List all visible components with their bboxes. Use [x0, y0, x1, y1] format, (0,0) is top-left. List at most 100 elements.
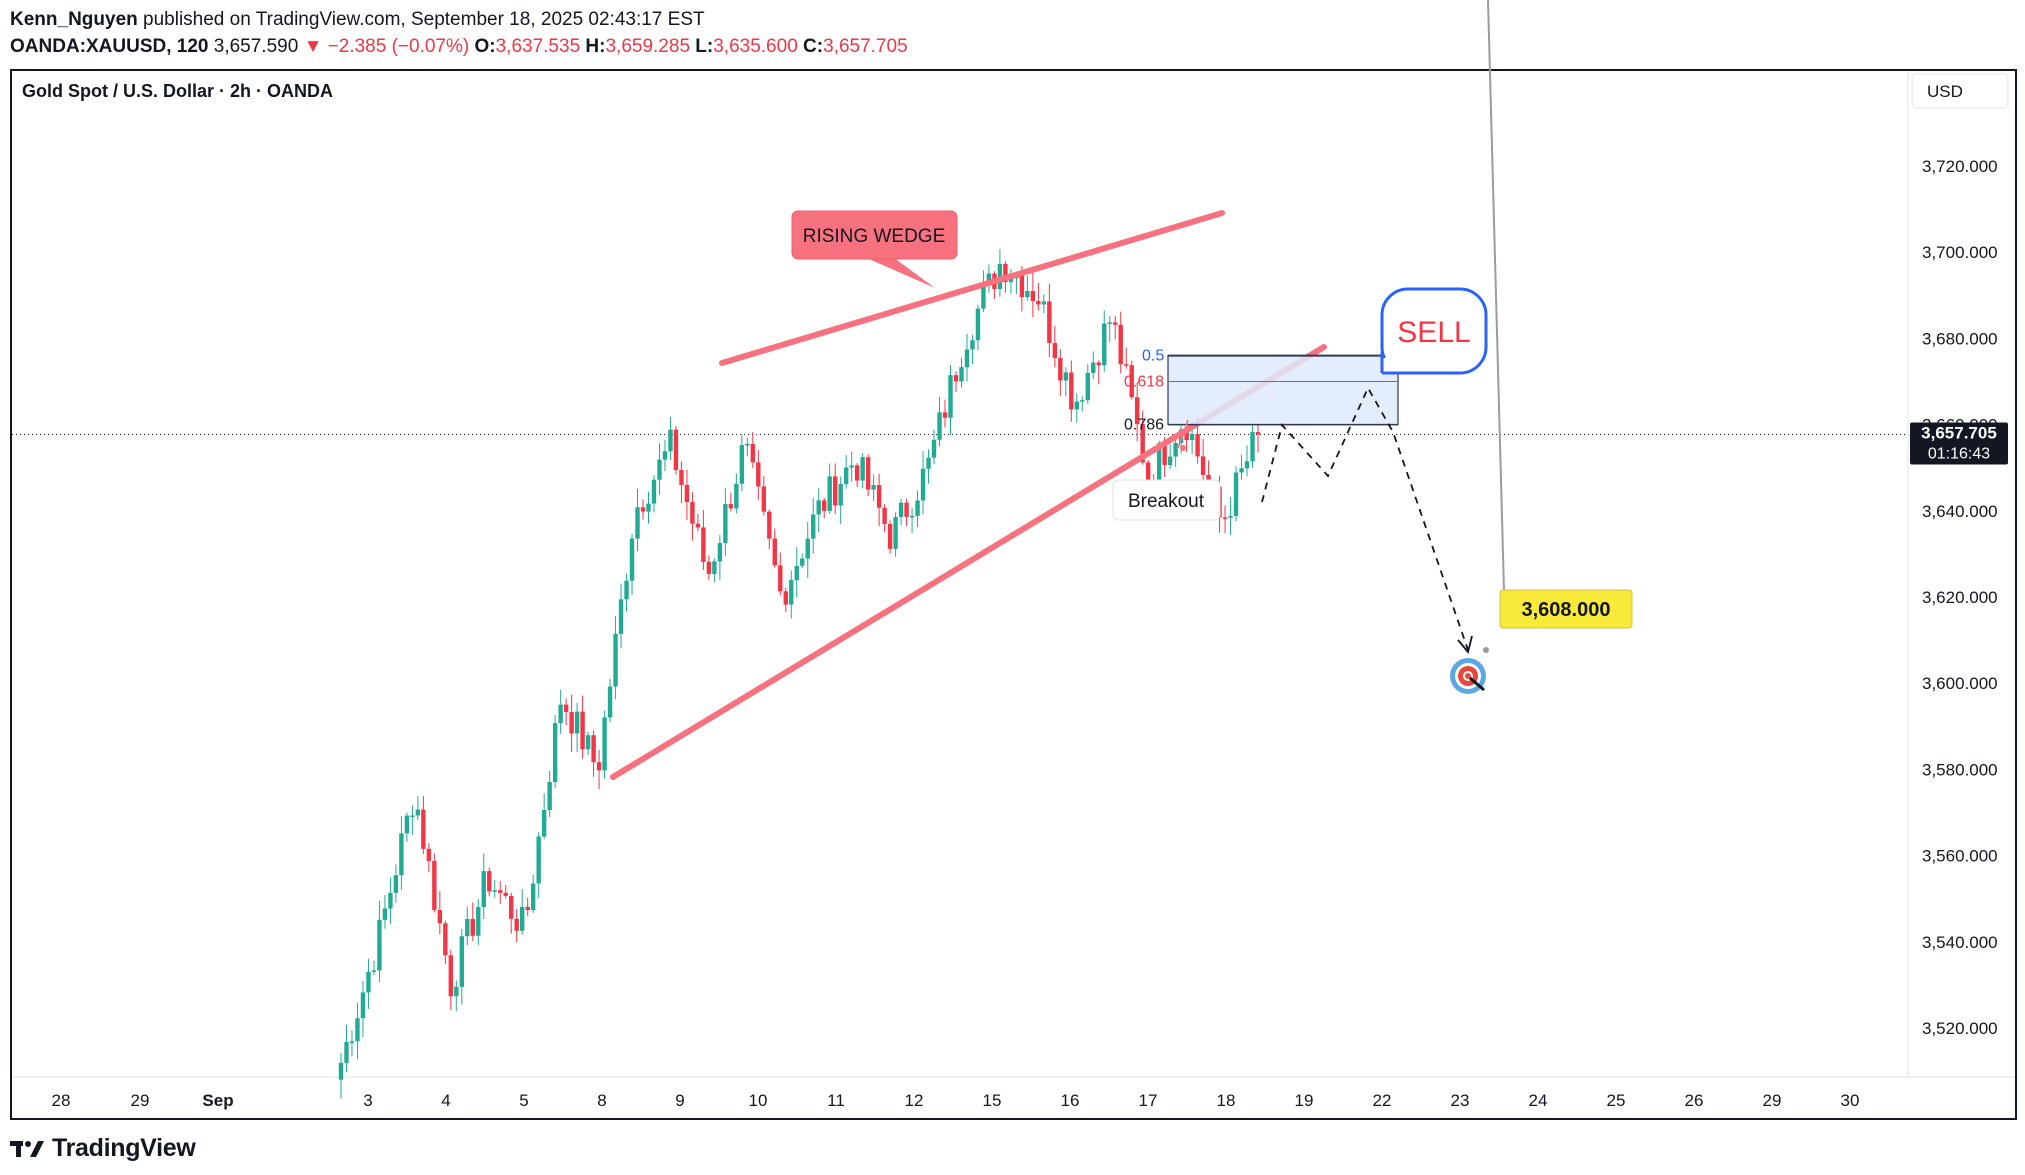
close-label: C: [803, 36, 824, 57]
candle-down [569, 712, 574, 734]
candle-up [547, 782, 552, 811]
candle-up [931, 439, 937, 458]
candle-down [695, 523, 701, 528]
candle-down [854, 465, 860, 481]
currency-button[interactable] [1911, 73, 2009, 109]
candle-down [772, 538, 777, 566]
candle-down [1162, 443, 1167, 466]
time-tick-label: 12 [905, 1091, 924, 1110]
candle-up [717, 543, 723, 562]
time-tick-label: 19 [1295, 1091, 1314, 1110]
rising-wedge-callout[interactable]: RISING WEDGE [791, 210, 958, 288]
candle-up [915, 500, 920, 516]
candle-down [767, 511, 772, 539]
price-tick-label: 3,560.000 [1922, 847, 1998, 866]
candle-down [684, 484, 690, 503]
candle-down [426, 848, 432, 861]
author-name[interactable]: Kenn_Nguyen [10, 9, 138, 30]
candle-down [679, 469, 684, 485]
candle-up [388, 892, 393, 909]
candle-up [476, 907, 481, 936]
last-price: 3,657.590 [213, 36, 299, 57]
footer-brand[interactable]: TradingView [10, 1134, 196, 1163]
candle-down [953, 375, 959, 382]
candle-up [1244, 461, 1250, 469]
candle-up [360, 992, 366, 1019]
candle-down [882, 507, 887, 524]
candle-down [673, 429, 679, 470]
candle-down [580, 711, 585, 750]
candle-up [871, 485, 876, 490]
candle-up [920, 468, 926, 501]
open-value: 3,637.535 [495, 36, 581, 57]
wedge-upper-line[interactable] [719, 210, 1225, 366]
candle-up [997, 263, 1003, 289]
candle-down [1200, 456, 1206, 475]
candle-down [1255, 432, 1261, 435]
price-axis[interactable]: 3,520.000 3,540.000 3,560.000 3,580.000 3,60… [1922, 157, 1998, 1038]
sell-callout[interactable]: SELL [1380, 287, 1488, 375]
candle-down [1052, 342, 1058, 358]
projection-path[interactable] [1261, 386, 1469, 651]
candle-up [585, 735, 591, 750]
candle-up [712, 561, 717, 574]
candle-up [1189, 434, 1195, 441]
candle-down [876, 485, 882, 508]
candle-up [454, 986, 459, 997]
candle-down [1145, 462, 1151, 482]
price-tick-label: 3,580.000 [1922, 760, 1998, 779]
price-tick-label: 3,700.000 [1922, 243, 1998, 262]
candle-down [1134, 397, 1140, 425]
candle-up [574, 711, 580, 734]
candle-up [541, 810, 547, 837]
candle-up [1091, 362, 1096, 373]
candle-down [701, 527, 706, 562]
breakout-callout[interactable]: Breakout [1112, 419, 1221, 521]
candle-up [816, 500, 821, 515]
time-tick-label: 22 [1373, 1091, 1392, 1110]
price-tick-label: 3,620.000 [1922, 588, 1998, 607]
price-tick-label: 3,640.000 [1922, 502, 1998, 521]
candle-up [948, 375, 953, 418]
candle-up [618, 599, 624, 634]
candle-down [756, 462, 761, 487]
candle-up [909, 515, 915, 518]
candle-down [904, 502, 909, 517]
time-axis[interactable]: 28 29 Sep 3 4 5 8 9 10 11 12 15 16 17 18 19 22 23 24 25 26 29… [52, 1091, 1860, 1110]
time-tick-label: 28 [52, 1091, 71, 1110]
candle-up [811, 514, 816, 539]
candle-down [525, 906, 530, 911]
candle-down [690, 502, 695, 524]
candle-up [860, 457, 865, 481]
projection-arrowhead [1457, 635, 1473, 654]
candle-up [937, 412, 942, 440]
target-callout[interactable]: 3,608.000 [1483, 0, 1633, 653]
high-value: 3,659.285 [605, 36, 691, 57]
candle-down [783, 591, 788, 605]
candle-up [1080, 400, 1085, 402]
candle-up [1074, 401, 1079, 410]
fib-level-0618-label: 0.618 [1124, 374, 1164, 391]
candle-up [789, 580, 794, 605]
candle-up [1228, 516, 1233, 518]
chart-frame[interactable] [10, 69, 2017, 1120]
candle-up [838, 484, 843, 506]
currency-label: USD [1927, 82, 1963, 101]
candle-up [646, 503, 651, 512]
candle-down [1047, 301, 1052, 343]
target-price-label: 3,608.000 [1522, 599, 1611, 621]
candle-up [635, 507, 640, 539]
candle-down [1124, 364, 1129, 366]
candle-down [1096, 362, 1101, 366]
candle-up [410, 815, 415, 818]
candle-up [893, 517, 898, 549]
candle-up [926, 457, 931, 469]
fib-level-05-label: 0.5 [1142, 348, 1164, 365]
candlestick-series [338, 249, 1261, 1099]
candle-up [970, 340, 975, 350]
fib-retracement[interactable]: 0.5 0.618 0.786 [1124, 348, 1399, 434]
candle-up [377, 919, 382, 971]
candle-down [865, 457, 871, 490]
candle-down [1003, 263, 1008, 283]
